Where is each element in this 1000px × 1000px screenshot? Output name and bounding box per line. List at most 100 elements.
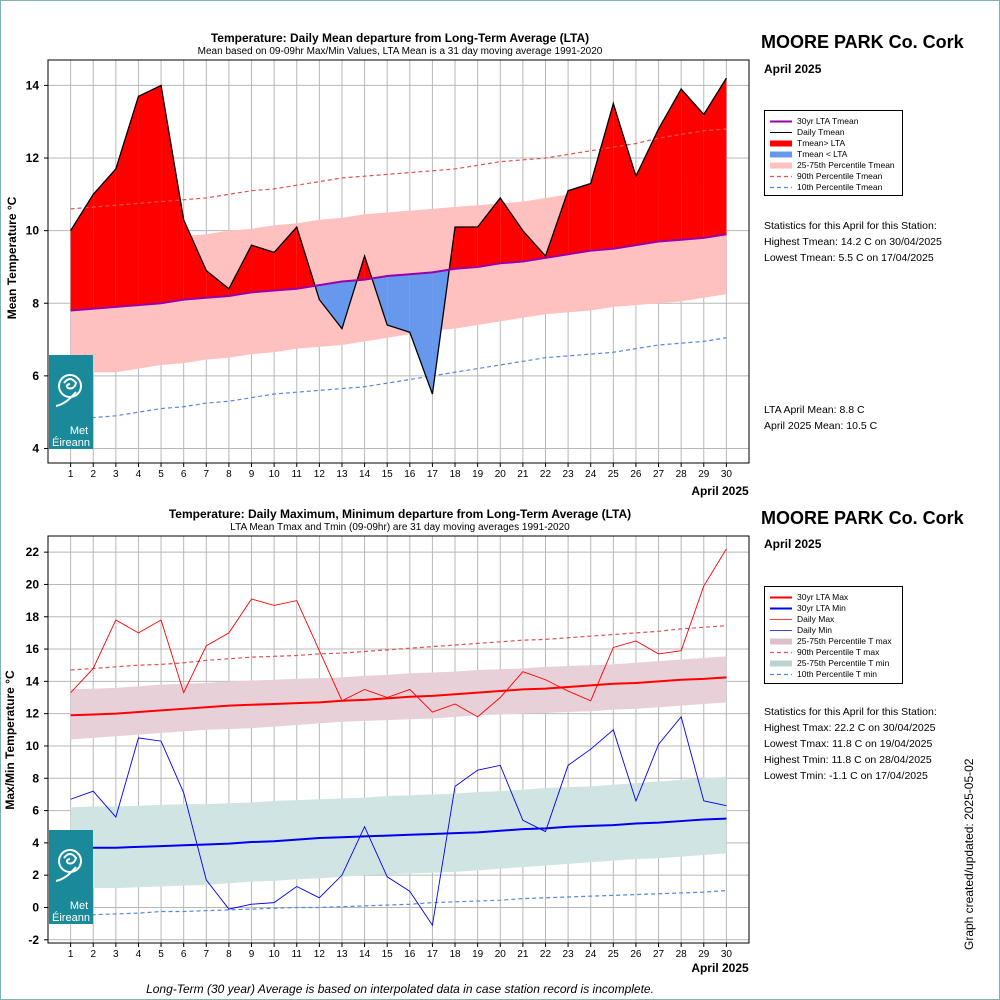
chart1-subtitle: Mean based on 09-09hr Max/Min Values, LT… [198, 46, 603, 57]
x-tick-label: 19 [472, 469, 484, 480]
chart2-station-title: MOORE PARK Co. Cork [761, 508, 964, 528]
x-tick-label: 12 [314, 469, 326, 480]
x-tick-label: 14 [359, 469, 371, 480]
chart2-stat-lowest-tmin: Lowest Tmin: -1.1 C on 17/04/2025 [764, 770, 928, 782]
x-tick-label: 13 [336, 949, 348, 960]
x-tick-label: 11 [292, 469, 303, 480]
chart1-station-title: MOORE PARK Co. Cork [761, 32, 964, 52]
area-below-lta [409, 272, 433, 395]
x-tick-label: 18 [449, 469, 461, 480]
legend-daily-min: Daily Min [770, 625, 832, 635]
area-above-lta [274, 227, 297, 291]
legend-band-tmin: 25-75th Percentile T min [770, 658, 890, 668]
x-tick-label: 6 [181, 949, 187, 960]
lta-max-line [70, 676, 727, 717]
p90-tmean-line [70, 128, 727, 210]
chart2-xlabel: April 2025 [691, 961, 749, 975]
x-tick-label: 12 [314, 949, 326, 960]
area-above-lta [161, 85, 184, 304]
x-tick-label: 17 [427, 949, 439, 960]
y-tick-label: 20 [26, 577, 40, 591]
x-tick-label: 3 [113, 949, 119, 960]
x-tick-label: 8 [226, 469, 232, 480]
logo-background [49, 830, 93, 924]
footnote: Long-Term (30 year) Average is based on … [146, 982, 654, 996]
y-tick-label: -2 [28, 933, 39, 947]
x-tick-label: 26 [630, 469, 642, 480]
x-tick-label: 16 [404, 469, 416, 480]
p10-tmean-line [70, 337, 727, 419]
area-above-lta [613, 103, 636, 249]
legend-daily-max: Daily Max [770, 614, 835, 624]
y-tick-label: 18 [26, 610, 40, 624]
x-tick-label: 22 [540, 469, 552, 480]
p90-tmax-line [70, 625, 727, 671]
x-tick-label: 25 [608, 949, 620, 960]
x-tick-label: 4 [136, 469, 142, 480]
legend-lta-min: 30yr LTA Min [770, 603, 846, 613]
chart1-lta-mean: LTA April Mean: 8.8 C [764, 404, 865, 416]
y-tick-label: 8 [32, 771, 39, 785]
x-tick-label: 17 [427, 469, 439, 480]
chart2-legend: 30yr LTA Max 30yr LTA Min Daily Max Dail… [764, 586, 903, 684]
x-tick-label: 25 [608, 469, 620, 480]
x-tick-label: 20 [495, 469, 507, 480]
y-tick-label: 8 [32, 296, 39, 310]
chart2-stat-highest-tmax: Highest Tmax: 22.2 C on 30/04/2025 [764, 722, 936, 734]
chart1-ylabel: Mean Temperature °C [5, 196, 19, 319]
lta-tmean-line [70, 233, 727, 312]
chart1-month: April 2025 [764, 62, 822, 76]
daily-min-line [70, 715, 727, 927]
legend-band-tmax: 25-75th Percentile T max [770, 636, 892, 646]
logo-background [49, 355, 93, 449]
x-tick-label: 10 [269, 469, 281, 480]
graph-updated-label: Graph created/updated: 2025-05-02 [962, 758, 976, 950]
x-tick-label: 4 [136, 949, 142, 960]
x-tick-label: 23 [563, 949, 575, 960]
x-tick-label: 9 [249, 469, 255, 480]
area-above-lta [590, 103, 614, 251]
y-tick-label: 14 [26, 674, 40, 688]
x-tick-label: 11 [292, 949, 303, 960]
logo-swirl-inner-icon [63, 378, 78, 390]
area-above-lta [70, 194, 94, 311]
x-tick-label: 22 [540, 949, 552, 960]
y-tick-label: 16 [26, 642, 40, 656]
y-tick-label: 2 [32, 868, 39, 882]
chart2-ylabel: Max/Min Temperature °C [3, 670, 17, 810]
chart1-xlabel: April 2025 [691, 484, 749, 498]
logo-text-met: Met [70, 425, 88, 437]
chart1-stats-heading: Statistics for this April for this Stati… [764, 220, 937, 232]
x-tick-label: 26 [630, 949, 642, 960]
chart2-stat-highest-tmin: Highest Tmin: 11.8 C on 28/04/2025 [764, 754, 932, 766]
x-tick-label: 3 [113, 469, 119, 480]
y-tick-label: 0 [32, 900, 39, 914]
x-tick-label: 1 [68, 949, 74, 960]
x-tick-label: 28 [676, 469, 688, 480]
x-tick-label: 15 [382, 469, 394, 480]
y-tick-label: 12 [26, 151, 40, 165]
x-tick-label: 13 [336, 469, 348, 480]
x-tick-label: 20 [495, 949, 507, 960]
x-tick-label: 30 [721, 949, 733, 960]
x-tick-label: 24 [585, 469, 597, 480]
legend-tmean-above: Tmean> LTA [770, 138, 846, 148]
daily-tmean-line [70, 77, 727, 395]
x-tick-label: 10 [269, 949, 281, 960]
x-tick-label: 16 [404, 949, 416, 960]
x-tick-label: 5 [158, 469, 164, 480]
x-tick-label: 24 [585, 949, 597, 960]
area-above-lta [635, 128, 659, 246]
area-above-lta [228, 245, 252, 296]
logo-text-eireann: Éireann [52, 911, 90, 924]
legend-p10-tmin: 10th Percentile T min [770, 669, 878, 679]
chart2-subtitle: LTA Mean Tmax and Tmin (09-09hr) are 31 … [230, 522, 570, 533]
area-above-lta [477, 197, 501, 267]
legend-lta-max: 30yr LTA Max [770, 592, 849, 602]
chart2-stat-lowest-tmax: Lowest Tmax: 11.8 C on 19/04/2025 [764, 738, 933, 750]
y-tick-label: 14 [26, 78, 40, 92]
x-tick-label: 2 [90, 469, 96, 480]
y-tick-label: 4 [32, 441, 39, 455]
